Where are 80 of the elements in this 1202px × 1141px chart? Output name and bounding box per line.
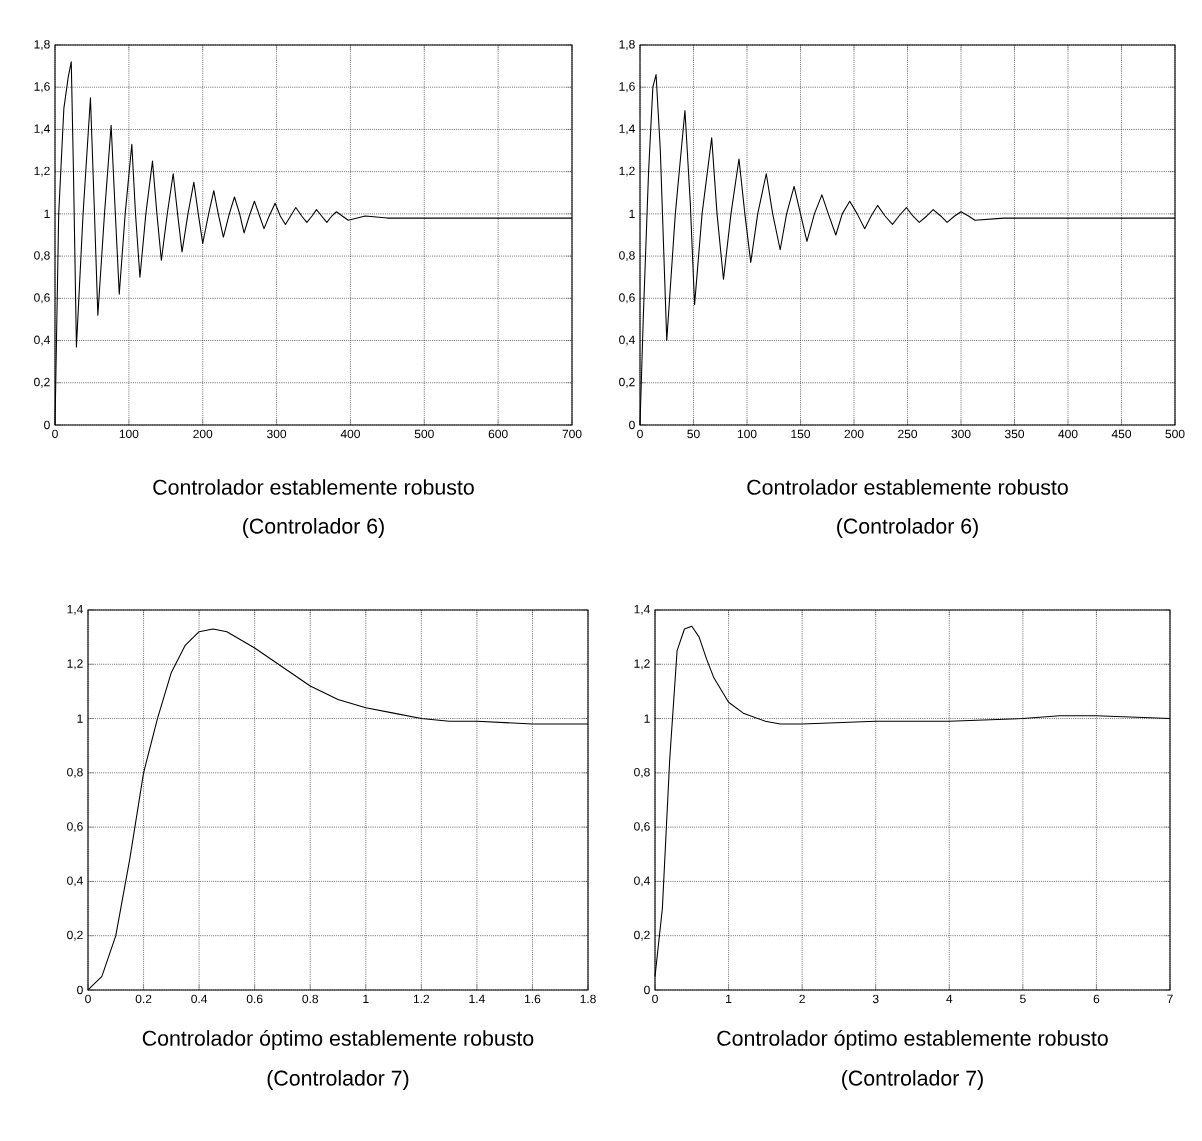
x-tick-label: 200 <box>844 429 864 439</box>
x-tick-label: 1.2 <box>413 994 430 1004</box>
x-tick-label: 100 <box>119 429 139 439</box>
y-tick-label: 1,2 <box>619 166 635 177</box>
x-tick-label: 0 <box>52 429 58 439</box>
x-tick-label: 500 <box>414 429 434 439</box>
x-tick-label: 2 <box>799 994 805 1004</box>
text: Controlador establemente robusto <box>747 479 1068 495</box>
y-tick-label: 0 <box>77 985 83 995</box>
y-tick-label: 1,4 <box>634 605 650 615</box>
text: Controlador establemente robusto <box>153 479 474 495</box>
y-tick-label: 0,2 <box>634 930 650 941</box>
x-tick-label: 1 <box>726 994 732 1003</box>
y-tick-label: 1,2 <box>34 166 50 177</box>
x-tick-label: 0 <box>85 994 91 1004</box>
y-tick-label: 0,6 <box>67 822 83 833</box>
y-tick-label: 0,8 <box>619 251 635 262</box>
x-tick-label: 200 <box>193 429 213 439</box>
y-tick-label: 1,2 <box>67 659 83 670</box>
y-tick-label: 0,8 <box>634 767 650 778</box>
y-tick-label: 1,8 <box>619 40 635 50</box>
y-tick-label: 1,8 <box>34 40 50 50</box>
x-tick-label: 150 <box>791 429 811 439</box>
y-tick-label: 1,4 <box>34 124 50 135</box>
x-tick-label: 0.8 <box>302 994 319 1004</box>
x-tick-label: 0.4 <box>191 994 208 1004</box>
y-tick-label: 0,6 <box>34 293 50 304</box>
x-tick-label: 6 <box>1093 994 1100 1004</box>
x-tick-label: 50 <box>687 429 700 439</box>
x-tick-label: 0.2 <box>135 994 152 1004</box>
x-tick-label: 300 <box>267 429 287 439</box>
x-tick-label: 350 <box>1004 429 1025 439</box>
y-tick-label: 0,6 <box>619 293 635 304</box>
text: Controlador óptimo establemente robusto <box>142 1029 534 1051</box>
text: (Controlador 7) <box>842 1070 983 1090</box>
y-tick-label: 1 <box>44 209 50 218</box>
x-tick-label: 1.4 <box>469 994 485 1003</box>
y-tick-label: 0,4 <box>67 876 83 887</box>
x-tick-label: 250 <box>898 429 918 439</box>
y-tick-label: 0,4 <box>634 876 650 887</box>
y-tick-label: 1 <box>77 714 83 723</box>
y-tick-label: 0,6 <box>634 822 650 833</box>
x-tick-label: 1.6 <box>525 994 541 1004</box>
y-tick-label: 1,4 <box>619 124 635 135</box>
y-tick-label: 0 <box>44 420 50 430</box>
y-tick-label: 0,2 <box>619 377 635 388</box>
y-tick-label: 0,2 <box>67 930 83 941</box>
x-tick-label: 300 <box>951 429 971 439</box>
text: (Controlador 6) <box>243 518 384 538</box>
x-tick-label: 0.6 <box>246 994 263 1004</box>
y-tick-label: 0,2 <box>34 377 50 388</box>
x-tick-label: 700 <box>562 429 582 439</box>
y-tick-label: 0 <box>629 420 635 430</box>
x-tick-label: 100 <box>737 429 757 439</box>
x-tick-label: 4 <box>946 994 953 1003</box>
y-tick-label: 1,6 <box>34 82 50 93</box>
text: (Controlador 6) <box>837 518 978 538</box>
text: (Controlador 7) <box>267 1070 409 1090</box>
x-tick-label: 5 <box>1020 994 1026 1004</box>
x-tick-label: 600 <box>488 429 508 439</box>
y-tick-label: 1,6 <box>619 82 635 93</box>
y-tick-label: 1,2 <box>634 659 650 670</box>
x-tick-label: 400 <box>340 429 360 439</box>
x-tick-label: 7 <box>1167 994 1173 1003</box>
y-tick-label: 1,4 <box>67 605 83 615</box>
y-tick-label: 0 <box>644 985 650 995</box>
x-tick-label: 500 <box>1165 429 1185 439</box>
text: Controlador óptimo establemente robusto <box>717 1029 1108 1051</box>
x-tick-label: 450 <box>1111 429 1132 439</box>
y-tick-label: 0,4 <box>619 335 635 346</box>
x-tick-label: 1 <box>363 994 369 1003</box>
y-tick-label: 0,8 <box>34 251 50 262</box>
x-tick-label: 3 <box>872 994 879 1004</box>
y-tick-label: 1 <box>644 714 650 723</box>
x-tick-label: 1.8 <box>580 994 596 1004</box>
y-tick-label: 0,4 <box>34 335 50 346</box>
x-tick-label: 400 <box>1058 429 1078 439</box>
y-tick-label: 1 <box>629 209 635 218</box>
x-tick-label: 0 <box>652 994 658 1004</box>
y-tick-label: 0,8 <box>67 767 83 778</box>
